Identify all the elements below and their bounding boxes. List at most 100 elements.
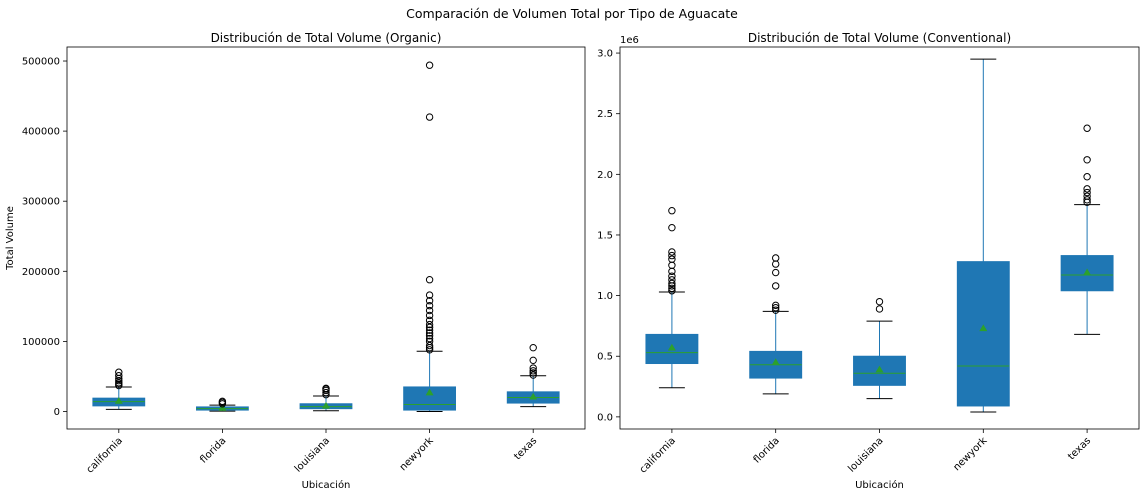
mean-marker xyxy=(667,343,676,351)
y-axis-label: Total Volume xyxy=(5,206,16,271)
y-tick-label: 400000 xyxy=(22,127,60,138)
x-tick-label: florida xyxy=(752,435,782,465)
box-california xyxy=(92,368,146,410)
outlier-point xyxy=(1083,173,1091,181)
outlier-point xyxy=(1083,188,1091,197)
outlier-point xyxy=(1083,196,1091,204)
box-louisiana xyxy=(299,384,353,412)
mean-marker xyxy=(322,401,330,409)
box-newyork xyxy=(956,58,1010,413)
mean-marker xyxy=(529,392,538,400)
box-california xyxy=(645,207,699,389)
outlier-point xyxy=(218,397,227,406)
box-body xyxy=(956,261,1010,407)
outlier-point xyxy=(668,287,676,295)
outlier-point xyxy=(529,343,537,352)
outlier-point xyxy=(425,332,434,340)
outlier-point xyxy=(772,268,780,277)
plot-frame xyxy=(66,46,586,430)
outlier-point xyxy=(772,282,780,290)
box-texas xyxy=(1060,124,1114,335)
outlier-point xyxy=(115,372,123,380)
outlier-point xyxy=(425,346,434,354)
x-tick-label: california xyxy=(85,435,125,475)
outlier-point xyxy=(425,326,434,334)
figure-suptitle: Comparación de Volumen Total por Tipo de… xyxy=(406,6,738,21)
subplot-conventional: Distribución de Total Volume (Convention… xyxy=(597,31,1140,491)
y-tick-label: 200000 xyxy=(22,267,60,278)
outlier-point xyxy=(529,371,537,379)
outlier-point xyxy=(668,276,676,284)
outlier-point xyxy=(115,368,123,376)
y-tick-label: 1.5 xyxy=(597,230,613,241)
mean-marker xyxy=(425,388,434,396)
outlier-point xyxy=(425,61,434,69)
y-tick-label: 2.0 xyxy=(597,170,613,181)
outlier-point xyxy=(1083,156,1091,164)
box-florida xyxy=(196,397,249,412)
outlier-point xyxy=(772,260,780,268)
y-tick-label: 3.0 xyxy=(597,49,613,60)
mean-marker xyxy=(771,358,780,366)
outlier-point xyxy=(425,301,434,310)
outlier-point xyxy=(425,337,434,346)
x-tick-label: texas xyxy=(1066,435,1093,462)
outlier-point xyxy=(772,304,780,312)
y-offset-label: 1e6 xyxy=(620,35,639,46)
outlier-point xyxy=(529,364,537,372)
outlier-point xyxy=(322,388,330,397)
y-tick-label: 500000 xyxy=(22,57,60,68)
x-tick-label: texas xyxy=(512,435,539,462)
box-texas xyxy=(506,343,560,408)
y-tick-label: 100000 xyxy=(22,337,60,348)
outlier-point xyxy=(425,316,434,325)
mean-marker xyxy=(114,396,123,404)
outlier-point xyxy=(772,254,780,262)
outlier-point xyxy=(425,291,434,299)
outlier-point xyxy=(425,311,434,320)
outlier-point xyxy=(529,356,537,365)
outlier-point xyxy=(668,279,676,288)
box-newyork xyxy=(403,61,457,412)
outlier-point xyxy=(425,334,434,343)
plot-frame xyxy=(619,46,1140,430)
outlier-point xyxy=(425,320,434,329)
outlier-point xyxy=(668,272,676,280)
mean-marker xyxy=(875,365,884,373)
outlier-point xyxy=(115,379,123,387)
box-louisiana xyxy=(853,297,906,400)
outlier-point xyxy=(668,267,676,276)
x-tick-label: louisiana xyxy=(293,435,332,474)
outlier-point xyxy=(875,305,884,313)
outlier-point xyxy=(1083,124,1091,132)
outlier-point xyxy=(115,376,123,385)
outlier-point xyxy=(529,367,537,375)
outlier-point xyxy=(668,284,676,293)
box-florida xyxy=(749,254,803,395)
outlier-point xyxy=(425,297,434,305)
subplot-title: Distribución de Total Volume (Convention… xyxy=(748,31,1011,45)
outlier-point xyxy=(668,251,676,260)
outlier-point xyxy=(425,113,434,121)
y-tick-label: 1.0 xyxy=(597,291,613,302)
outlier-point xyxy=(425,323,434,332)
outlier-point xyxy=(772,301,780,310)
y-tick-label: 300000 xyxy=(22,197,60,208)
outlier-point xyxy=(668,207,676,215)
y-tick-label: 0.5 xyxy=(597,352,613,363)
outlier-point xyxy=(322,384,330,393)
outlier-point xyxy=(425,329,434,337)
outlier-point xyxy=(772,306,780,314)
outlier-point xyxy=(529,369,537,377)
x-tick-label: california xyxy=(638,435,678,475)
outlier-point xyxy=(1083,192,1091,200)
subplot-organic: Distribución de Total Volume (Organic) 0 1… xyxy=(5,31,586,491)
x-tick-label: louisiana xyxy=(846,435,885,474)
x-axis-label: Ubicación xyxy=(855,479,904,491)
subplot-title: Distribución de Total Volume (Organic) xyxy=(211,31,442,45)
x-tick-label: newyork xyxy=(952,435,990,473)
y-tick-label: 0.0 xyxy=(597,412,613,423)
outlier-point xyxy=(425,276,434,284)
